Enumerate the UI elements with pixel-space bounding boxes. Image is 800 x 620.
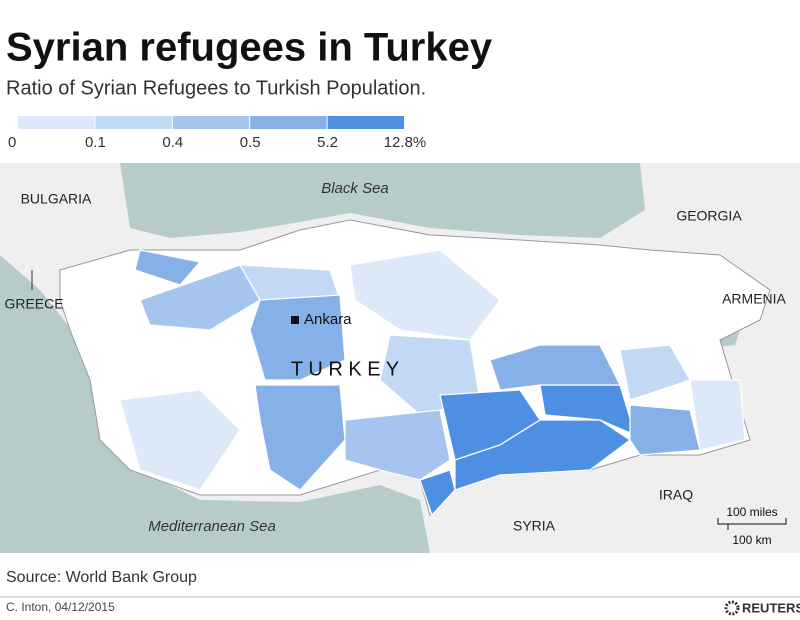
scale-bar <box>717 518 787 530</box>
country-label: ARMENIA <box>722 291 786 307</box>
country-label: BULGARIA <box>21 191 92 207</box>
legend-swatch <box>95 116 172 129</box>
legend-label: 0 <box>8 134 16 151</box>
legend-swatch <box>327 116 404 129</box>
sea-label: Black Sea <box>321 180 389 197</box>
sea-label: Mediterranean Sea <box>148 518 276 535</box>
country-label: GEORGIA <box>676 208 742 224</box>
legend-label: 0.5 <box>240 134 261 151</box>
credit: C. Inton, 04/12/2015 <box>6 600 115 614</box>
mediterranean <box>0 255 430 553</box>
legend-label: 5.2 <box>317 134 338 151</box>
city-label: Ankara <box>304 311 352 328</box>
country-label: SYRIA <box>513 518 556 534</box>
province <box>619 344 691 401</box>
logo: REUTERS <box>742 600 800 615</box>
scale-label: 100 miles <box>726 505 777 519</box>
map: Black Sea Mediterranean Sea BULGARIA GEO… <box>0 163 800 553</box>
city-marker <box>291 316 299 324</box>
province <box>489 344 621 391</box>
legend-swatch <box>250 116 327 129</box>
country-label: IRAQ <box>659 487 693 503</box>
province <box>249 294 346 381</box>
province <box>119 389 241 491</box>
black-sea <box>120 163 645 238</box>
legend-swatch <box>18 116 95 129</box>
legend: 0 0.1 0.4 0.5 5.2 12.8% <box>8 116 426 151</box>
source: Source: World Bank Group <box>6 569 197 586</box>
country-label: GREECE <box>4 296 63 312</box>
province <box>689 379 746 451</box>
country-name: T U R K E Y <box>291 358 399 380</box>
subtitle: Ratio of Syrian Refugees to Turkish Popu… <box>6 77 426 99</box>
legend-label: 12.8% <box>384 134 427 151</box>
logo-mark <box>724 600 740 616</box>
title: Syrian refugees in Turkey <box>6 26 493 70</box>
province <box>254 384 346 491</box>
province <box>139 264 261 331</box>
legend-label: 0.4 <box>162 134 183 151</box>
scale-label: 100 km <box>732 533 771 547</box>
legend-swatch <box>172 116 250 129</box>
legend-label: 0.1 <box>85 134 106 151</box>
province <box>134 249 202 286</box>
province <box>629 404 701 456</box>
